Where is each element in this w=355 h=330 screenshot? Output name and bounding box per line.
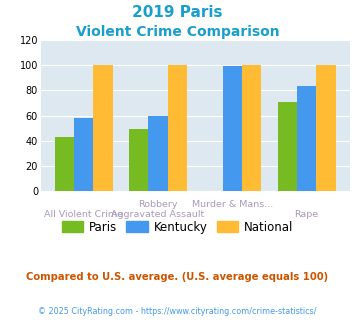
Text: Robbery: Robbery (138, 200, 178, 209)
Text: Aggravated Assault: Aggravated Assault (111, 210, 205, 218)
Text: Rape: Rape (295, 210, 319, 218)
Bar (93, 65, 113, 191)
Text: © 2025 CityRating.com - https://www.cityrating.com/crime-statistics/: © 2025 CityRating.com - https://www.city… (38, 307, 317, 316)
Bar (74, 118, 93, 191)
Bar (168, 65, 187, 191)
Bar (129, 129, 148, 191)
Bar (242, 65, 261, 191)
Bar (223, 66, 242, 191)
Text: Murder & Mans...: Murder & Mans... (192, 200, 273, 209)
Text: 2019 Paris: 2019 Paris (132, 5, 223, 20)
Text: Compared to U.S. average. (U.S. average equals 100): Compared to U.S. average. (U.S. average … (26, 272, 329, 282)
Text: Violent Crime Comparison: Violent Crime Comparison (76, 25, 279, 39)
Bar (148, 115, 168, 191)
Bar (297, 86, 316, 191)
Legend: Paris, Kentucky, National: Paris, Kentucky, National (57, 216, 298, 238)
Text: All Violent Crime: All Violent Crime (44, 210, 123, 218)
Bar (316, 65, 335, 191)
Bar (55, 137, 74, 191)
Bar (278, 102, 297, 191)
